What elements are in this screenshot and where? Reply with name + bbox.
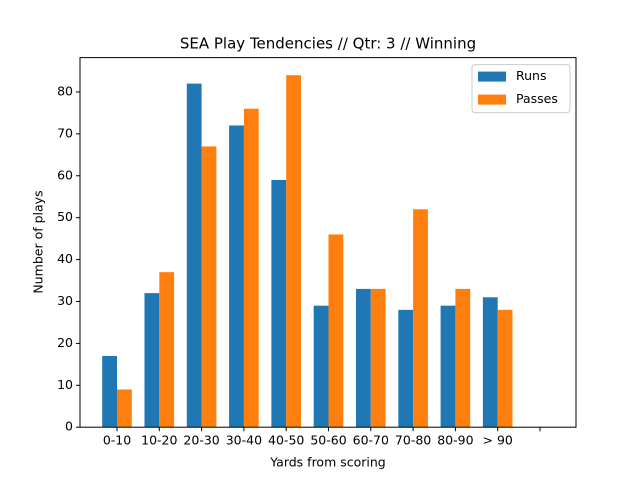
bar <box>229 125 244 428</box>
y-tick-label: 50 <box>57 209 73 224</box>
bar <box>286 75 302 428</box>
bar <box>102 355 117 428</box>
legend-swatch <box>478 71 506 82</box>
chart-title: SEA Play Tendencies // Qtr: 3 // Winning <box>180 35 476 53</box>
bar <box>413 209 428 428</box>
y-axis-label: Number of plays <box>31 190 46 293</box>
x-tick-label: 60-70 <box>353 433 389 448</box>
bar <box>370 288 386 428</box>
legend-swatch <box>478 94 506 105</box>
bar <box>117 389 132 428</box>
bar <box>243 108 259 428</box>
bar <box>398 309 414 428</box>
legend-label: Runs <box>516 68 546 83</box>
bar <box>271 179 287 428</box>
x-tick-label: 50-60 <box>310 433 346 448</box>
y-tick-label: 40 <box>57 251 73 266</box>
bar <box>482 297 498 428</box>
legend-label: Passes <box>516 91 558 106</box>
bar <box>355 288 371 428</box>
x-tick-label: 10-20 <box>141 433 177 448</box>
bar <box>144 293 160 428</box>
plot-frame <box>79 57 577 428</box>
y-tick-label: 0 <box>65 419 73 434</box>
y-tick-label: 80 <box>57 83 73 98</box>
y-tick-label: 30 <box>57 293 73 308</box>
y-tick-label: 70 <box>57 125 73 140</box>
x-tick-label: 70-80 <box>395 433 431 448</box>
y-tick-label: 60 <box>57 167 73 182</box>
x-tick-label: 80-90 <box>437 433 473 448</box>
x-tick-label: 20-30 <box>183 433 219 448</box>
y-tick-label: 10 <box>57 377 73 392</box>
y-tick-label: 20 <box>57 335 73 350</box>
bar <box>497 309 513 428</box>
bar <box>159 272 175 428</box>
bar <box>328 234 344 428</box>
bar <box>455 288 471 428</box>
bar <box>440 305 456 428</box>
bar <box>201 146 217 428</box>
x-tick-label: > 90 <box>483 433 513 448</box>
x-tick-label: 0-10 <box>103 433 131 448</box>
x-tick-label: 30-40 <box>226 433 262 448</box>
x-tick-label: 40-50 <box>268 433 304 448</box>
bar <box>313 305 329 428</box>
x-axis-label: Yards from scoring <box>269 455 385 470</box>
bar <box>186 83 202 428</box>
